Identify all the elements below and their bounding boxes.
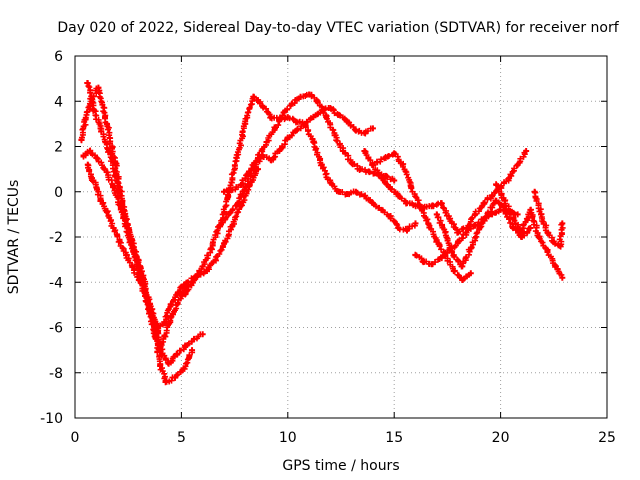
y-tick-label: -4 bbox=[49, 275, 63, 291]
y-tick-labels: -10 -8 -6 -4 -2 0 2 4 6 bbox=[40, 49, 63, 427]
chart-title: Day 020 of 2022, Sidereal Day-to-day VTE… bbox=[57, 20, 619, 36]
data-series bbox=[78, 80, 565, 385]
y-tick-label: 2 bbox=[54, 140, 63, 156]
grid-lines bbox=[75, 56, 607, 418]
x-tick-label: 0 bbox=[71, 430, 80, 446]
data-point bbox=[532, 189, 538, 195]
sdtvar-chart: Day 020 of 2022, Sidereal Day-to-day VTE… bbox=[0, 0, 640, 480]
y-tick-label: -6 bbox=[49, 321, 63, 337]
x-tick-label: 5 bbox=[177, 430, 186, 446]
x-tick-label: 25 bbox=[598, 430, 616, 446]
series-arc-2 bbox=[78, 85, 190, 354]
series-trace-segment bbox=[233, 123, 247, 161]
y-tick-label: 6 bbox=[54, 49, 63, 65]
x-tick-label: 10 bbox=[279, 430, 297, 446]
data-point bbox=[85, 162, 91, 168]
x-tick-labels: 0 5 10 15 20 25 bbox=[71, 430, 616, 446]
y-tick-label: -10 bbox=[40, 411, 63, 427]
series-arc-13 bbox=[532, 189, 566, 250]
series-trace bbox=[84, 80, 203, 366]
series-trace bbox=[532, 190, 566, 250]
data-point bbox=[430, 202, 436, 208]
series-arc-1 bbox=[84, 80, 206, 367]
x-axis-label: GPS time / hours bbox=[282, 458, 399, 474]
y-axis-label: SDTVAR / TECUs bbox=[6, 180, 22, 295]
y-tick-label: -8 bbox=[49, 366, 63, 382]
y-tick-label: 0 bbox=[54, 185, 63, 201]
y-tick-label: -2 bbox=[49, 230, 63, 246]
y-tick-label: 4 bbox=[54, 94, 63, 110]
series-trace-segment bbox=[225, 158, 240, 200]
x-tick-label: 20 bbox=[492, 430, 510, 446]
x-tick-label: 15 bbox=[385, 430, 403, 446]
